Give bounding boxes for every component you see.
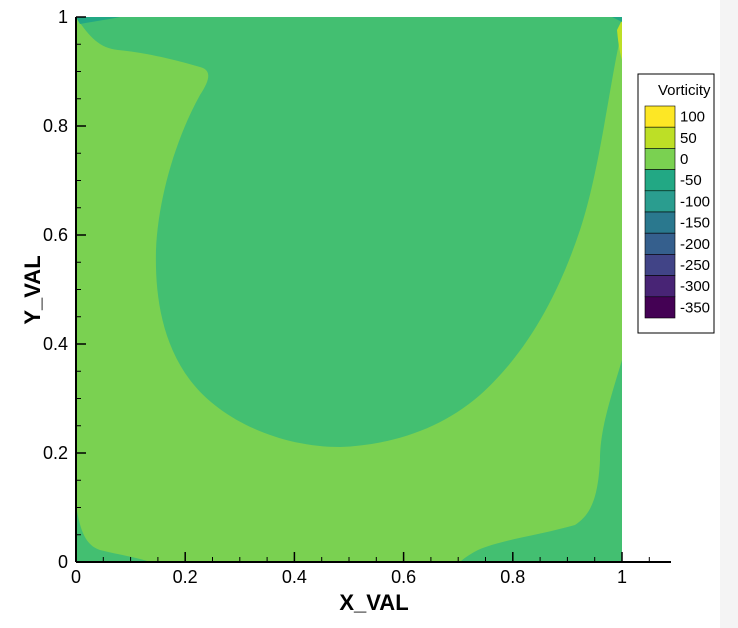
y-tick-label: 0.4 (43, 334, 68, 354)
y-tick-label: 1 (58, 7, 68, 27)
legend-label: 100 (680, 109, 705, 126)
legend-label: 0 (680, 151, 688, 168)
central-vortex-region (76, 17, 622, 447)
legend-label: -200 (680, 236, 710, 253)
legend-label: -350 (680, 299, 710, 316)
legend-swatch (644, 190, 676, 213)
contour-field (76, 17, 622, 562)
y-tick-label: 0.6 (43, 225, 68, 245)
top-right-corner-low (612, 17, 622, 22)
legend-label: 50 (680, 130, 697, 147)
legend-label: -100 (680, 193, 710, 210)
right-edge-strip (720, 0, 738, 628)
legend-label: -50 (680, 172, 702, 189)
legend: Vorticity 100 50 0 -50 -100 -150 -200 -250 -300 -… (637, 73, 715, 334)
right-lower-region (460, 360, 622, 562)
x-tick-label: 0.2 (173, 567, 198, 587)
legend-swatch (644, 296, 676, 319)
x-tick-label: 0.8 (500, 567, 525, 587)
y-tick-label: 0 (58, 552, 68, 572)
y-tick-label: 0.8 (43, 116, 68, 136)
legend-swatch (644, 275, 676, 298)
legend-swatch (644, 169, 676, 192)
x-ticks: 0 0.2 0.4 0.6 0.8 1 (71, 552, 650, 587)
legend-title: Vorticity (658, 82, 711, 99)
x-tick-label: 0.4 (282, 567, 307, 587)
legend-swatch (644, 148, 676, 170)
legend-swatch (644, 232, 676, 255)
x-axis-title: X_VAL (339, 590, 408, 615)
bottom-left-region (76, 505, 150, 562)
legend-swatch (644, 211, 676, 234)
x-tick-label: 1 (617, 567, 627, 587)
x-tick-label: 0 (71, 567, 81, 587)
top-left-corner (76, 17, 120, 24)
legend-swatch (644, 254, 676, 276)
legend-label: -150 (680, 215, 710, 232)
legend-label: -300 (680, 278, 710, 295)
legend-swatch (644, 126, 676, 149)
x-tick-label: 0.6 (391, 567, 416, 587)
y-ticks: 0 0.2 0.4 0.6 0.8 1 (43, 7, 86, 572)
y-tick-label: 0.2 (43, 443, 68, 463)
legend-label: -250 (680, 257, 710, 274)
y-axis-title: Y_VAL (20, 255, 45, 324)
legend-swatch (644, 105, 676, 128)
legend-items: 100 50 0 -50 -100 -150 -200 -250 -300 -350 (644, 105, 710, 319)
top-right-corner-high (617, 20, 622, 60)
